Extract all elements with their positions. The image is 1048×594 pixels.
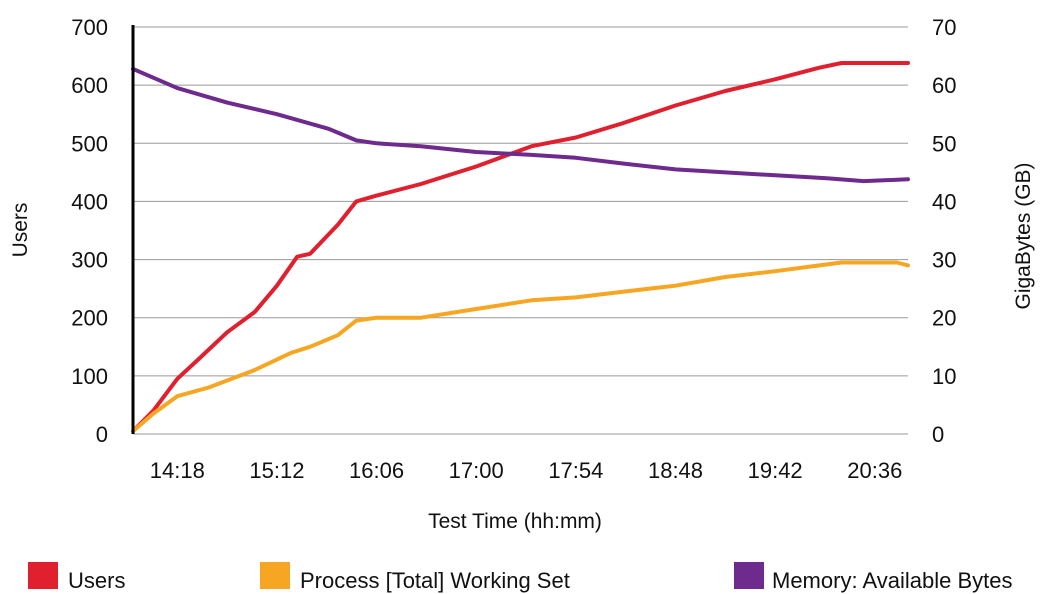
y2-tick-label: 0 [932,422,944,447]
x-tick-label: 16:06 [349,458,404,483]
y2-tick-label: 70 [932,15,956,40]
series-line [131,61,910,434]
series-line [131,66,910,184]
y2-tick-label: 40 [932,189,956,214]
y-tick-label: 300 [71,248,108,273]
legend-swatch [260,562,290,589]
y-tick-label: 700 [71,15,108,40]
gridlines [133,26,908,435]
y2-axis-ticks: 0 10 20 30 40 50 60 70 [932,15,956,447]
x-axis-title: Test Time (hh:mm) [428,510,602,533]
y-tick-label: 500 [71,131,108,156]
y-axis-title: Users [9,203,32,258]
legend-label: Process [Total] Working Set [300,568,570,593]
legend-label: Users [68,568,125,593]
x-axis-ticks: 14:18 15:12 16:06 17:00 17:54 18:48 19:42 20:36 [150,458,903,483]
y2-tick-label: 30 [932,248,956,273]
y-tick-label: 200 [71,306,108,331]
y2-tick-label: 20 [932,306,956,331]
x-tick-label: 15:12 [249,458,304,483]
legend-swatch [734,562,764,589]
y2-tick-label: 60 [932,73,956,98]
y2-axis-title: GigaBytes (GB) [1012,162,1035,309]
x-tick-label: 19:42 [748,458,803,483]
legend-swatch [28,562,58,589]
y2-tick-label: 50 [932,131,956,156]
x-tick-label: 14:18 [150,458,205,483]
x-tick-label: 20:36 [847,458,902,483]
series-line [131,260,910,434]
legend-label: Memory: Available Bytes [772,568,1012,593]
y-tick-label: 0 [96,422,108,447]
legend: Users Process [Total] Working Set Memory: … [28,562,1012,593]
x-tick-label: 17:00 [449,458,504,483]
y-tick-label: 400 [71,189,108,214]
y-tick-label: 100 [71,364,108,389]
series-lines [131,61,910,434]
x-tick-label: 18:48 [648,458,703,483]
y2-tick-label: 10 [932,364,956,389]
y-tick-label: 600 [71,73,108,98]
x-tick-label: 17:54 [548,458,603,483]
y-axis-ticks: 0 100 200 300 400 500 600 700 [71,15,108,447]
